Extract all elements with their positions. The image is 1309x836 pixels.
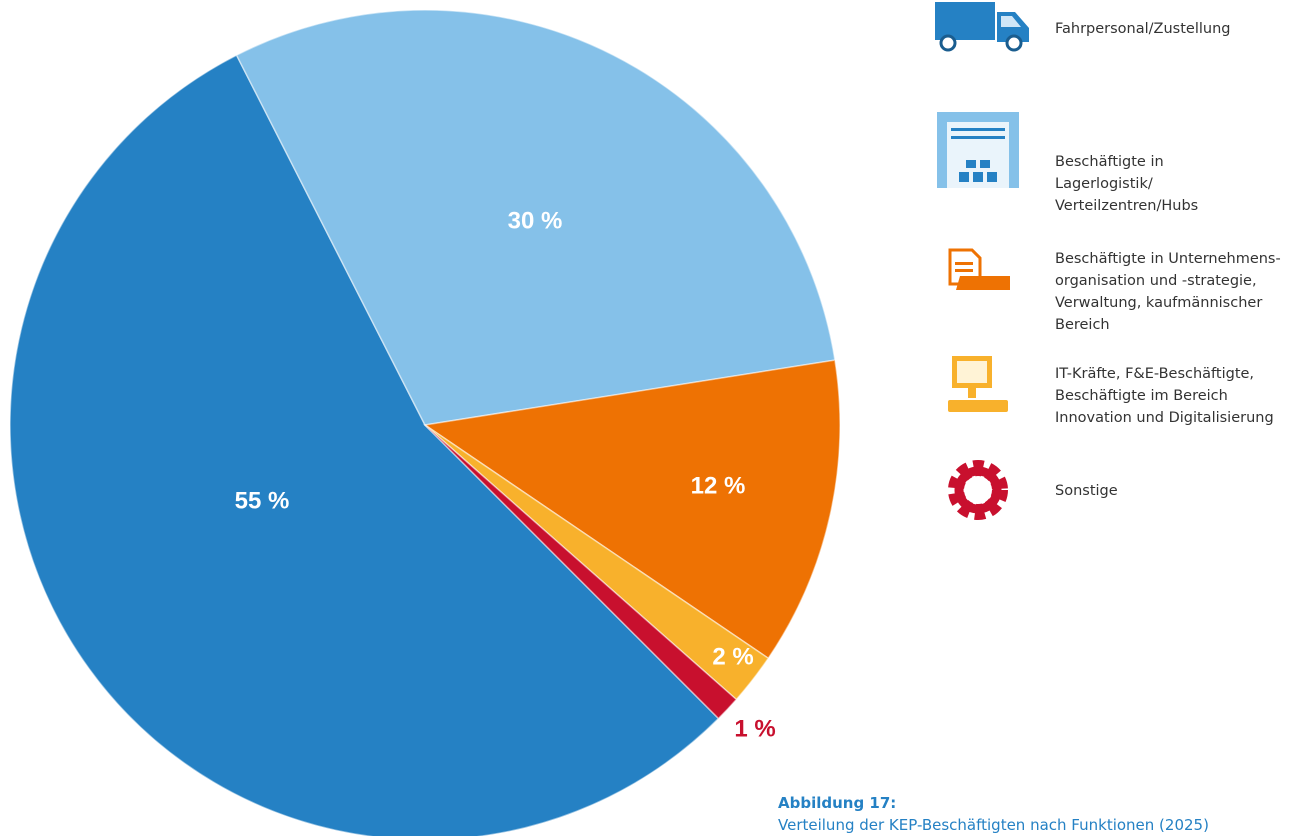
caption: Verteilung der KEP-Beschäftigten nach Fu… — [778, 816, 1209, 834]
legend-label: IT-Kräfte, F&E-Beschäftigte, Beschäftigt… — [1055, 366, 1274, 426]
pie-slice — [9, 54, 720, 836]
computer-icon — [948, 356, 1008, 412]
value-label: 55 % — [235, 487, 290, 514]
value-label: 12 % — [691, 472, 746, 499]
truck-icon — [935, 2, 1029, 52]
value-label: 2 % — [712, 643, 753, 670]
value-label: 30 % — [508, 207, 563, 234]
caption-title: Abbildung 17: — [778, 794, 897, 812]
warehouse-icon — [937, 112, 1019, 188]
pie-slice — [424, 424, 738, 720]
pie-slice — [235, 9, 836, 426]
legend-label: Beschäftigte in Unternehmens-organisatio… — [1055, 251, 1281, 333]
pie-slice — [423, 359, 841, 660]
legend-label: Fahrpersonal/Zustellung — [1055, 21, 1231, 37]
value-label: 1 % — [734, 715, 775, 742]
legend-label: Sonstige — [1055, 483, 1118, 499]
legend-label: Beschäftigte in Lagerlogistik/ Verteilze… — [1055, 154, 1199, 214]
gear-icon — [948, 460, 1008, 520]
folder-icon — [948, 248, 1010, 290]
icons — [935, 2, 1029, 520]
